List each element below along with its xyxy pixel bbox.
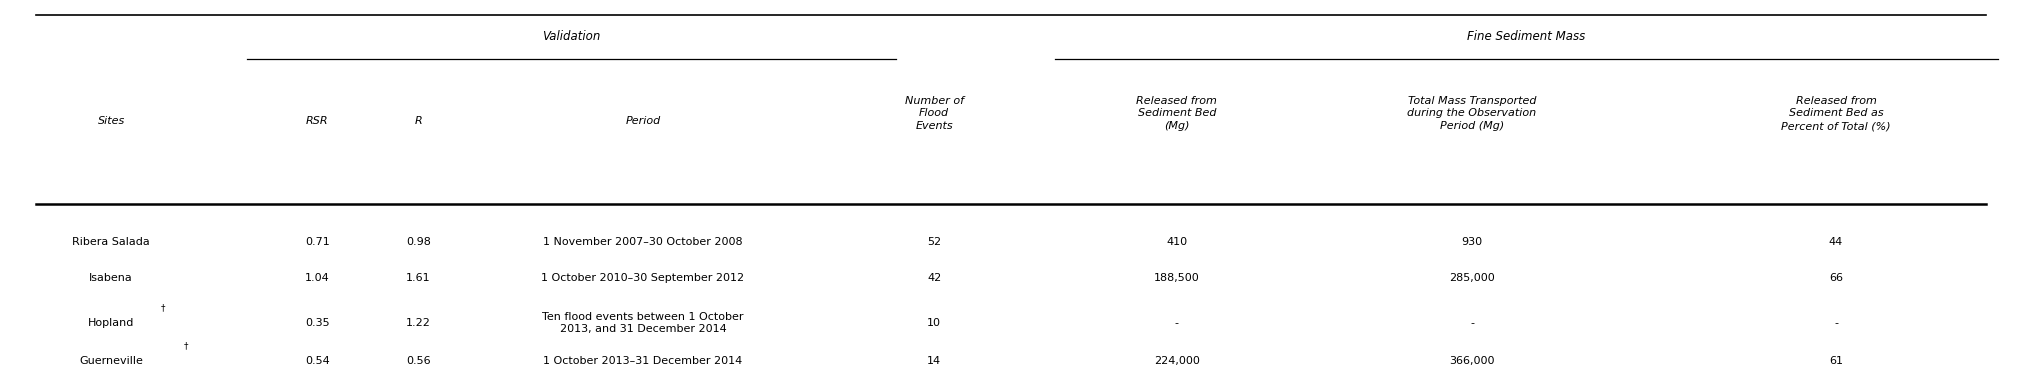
Text: 0.35: 0.35 bbox=[305, 318, 330, 328]
Text: †: † bbox=[184, 341, 188, 350]
Text: 44: 44 bbox=[1828, 237, 1844, 247]
Text: R: R bbox=[415, 116, 423, 126]
Text: Number of
Flood
Events: Number of Flood Events bbox=[904, 96, 964, 131]
Text: 0.98: 0.98 bbox=[406, 237, 431, 247]
Text: RSR: RSR bbox=[305, 116, 330, 126]
Text: 0.56: 0.56 bbox=[406, 356, 431, 366]
Text: 1 November 2007–30 October 2008: 1 November 2007–30 October 2008 bbox=[544, 237, 742, 247]
Text: Ten flood events between 1 October
2013, and 31 December 2014: Ten flood events between 1 October 2013,… bbox=[542, 312, 744, 335]
Text: Period: Period bbox=[625, 116, 661, 126]
Text: 42: 42 bbox=[926, 273, 942, 283]
Text: Released from
Sediment Bed
(Mg): Released from Sediment Bed (Mg) bbox=[1136, 96, 1217, 131]
Text: 14: 14 bbox=[928, 356, 940, 366]
Text: Ribera Salada: Ribera Salada bbox=[73, 237, 150, 247]
Text: Released from
Sediment Bed as
Percent of Total (%): Released from Sediment Bed as Percent of… bbox=[1781, 96, 1891, 131]
Text: 366,000: 366,000 bbox=[1450, 356, 1494, 366]
Text: -: - bbox=[1175, 318, 1179, 328]
Text: Hopland: Hopland bbox=[89, 318, 133, 328]
Text: 1.22: 1.22 bbox=[406, 318, 431, 328]
Text: -: - bbox=[1834, 318, 1838, 328]
Text: -: - bbox=[1470, 318, 1474, 328]
Text: Validation: Validation bbox=[542, 31, 601, 43]
Text: †: † bbox=[162, 304, 166, 313]
Text: 61: 61 bbox=[1830, 356, 1842, 366]
Text: Isabena: Isabena bbox=[89, 273, 133, 283]
Text: 0.54: 0.54 bbox=[305, 356, 330, 366]
Text: Guerneville: Guerneville bbox=[79, 356, 144, 366]
Text: 1.61: 1.61 bbox=[406, 273, 431, 283]
Text: 188,500: 188,500 bbox=[1155, 273, 1199, 283]
Text: 930: 930 bbox=[1462, 237, 1482, 247]
Text: Total Mass Transported
during the Observation
Period (Mg): Total Mass Transported during the Observ… bbox=[1407, 96, 1537, 131]
Text: 1 October 2010–30 September 2012: 1 October 2010–30 September 2012 bbox=[542, 273, 744, 283]
Text: Sites: Sites bbox=[97, 116, 125, 126]
Text: 410: 410 bbox=[1167, 237, 1187, 247]
Text: Fine Sediment Mass: Fine Sediment Mass bbox=[1468, 31, 1585, 43]
Text: 285,000: 285,000 bbox=[1450, 273, 1494, 283]
Text: 1 October 2013–31 December 2014: 1 October 2013–31 December 2014 bbox=[544, 356, 742, 366]
Text: 66: 66 bbox=[1830, 273, 1842, 283]
Text: 1.04: 1.04 bbox=[305, 273, 330, 283]
Text: 0.71: 0.71 bbox=[305, 237, 330, 247]
Text: 10: 10 bbox=[928, 318, 940, 328]
Text: 52: 52 bbox=[928, 237, 940, 247]
Text: 224,000: 224,000 bbox=[1155, 356, 1199, 366]
